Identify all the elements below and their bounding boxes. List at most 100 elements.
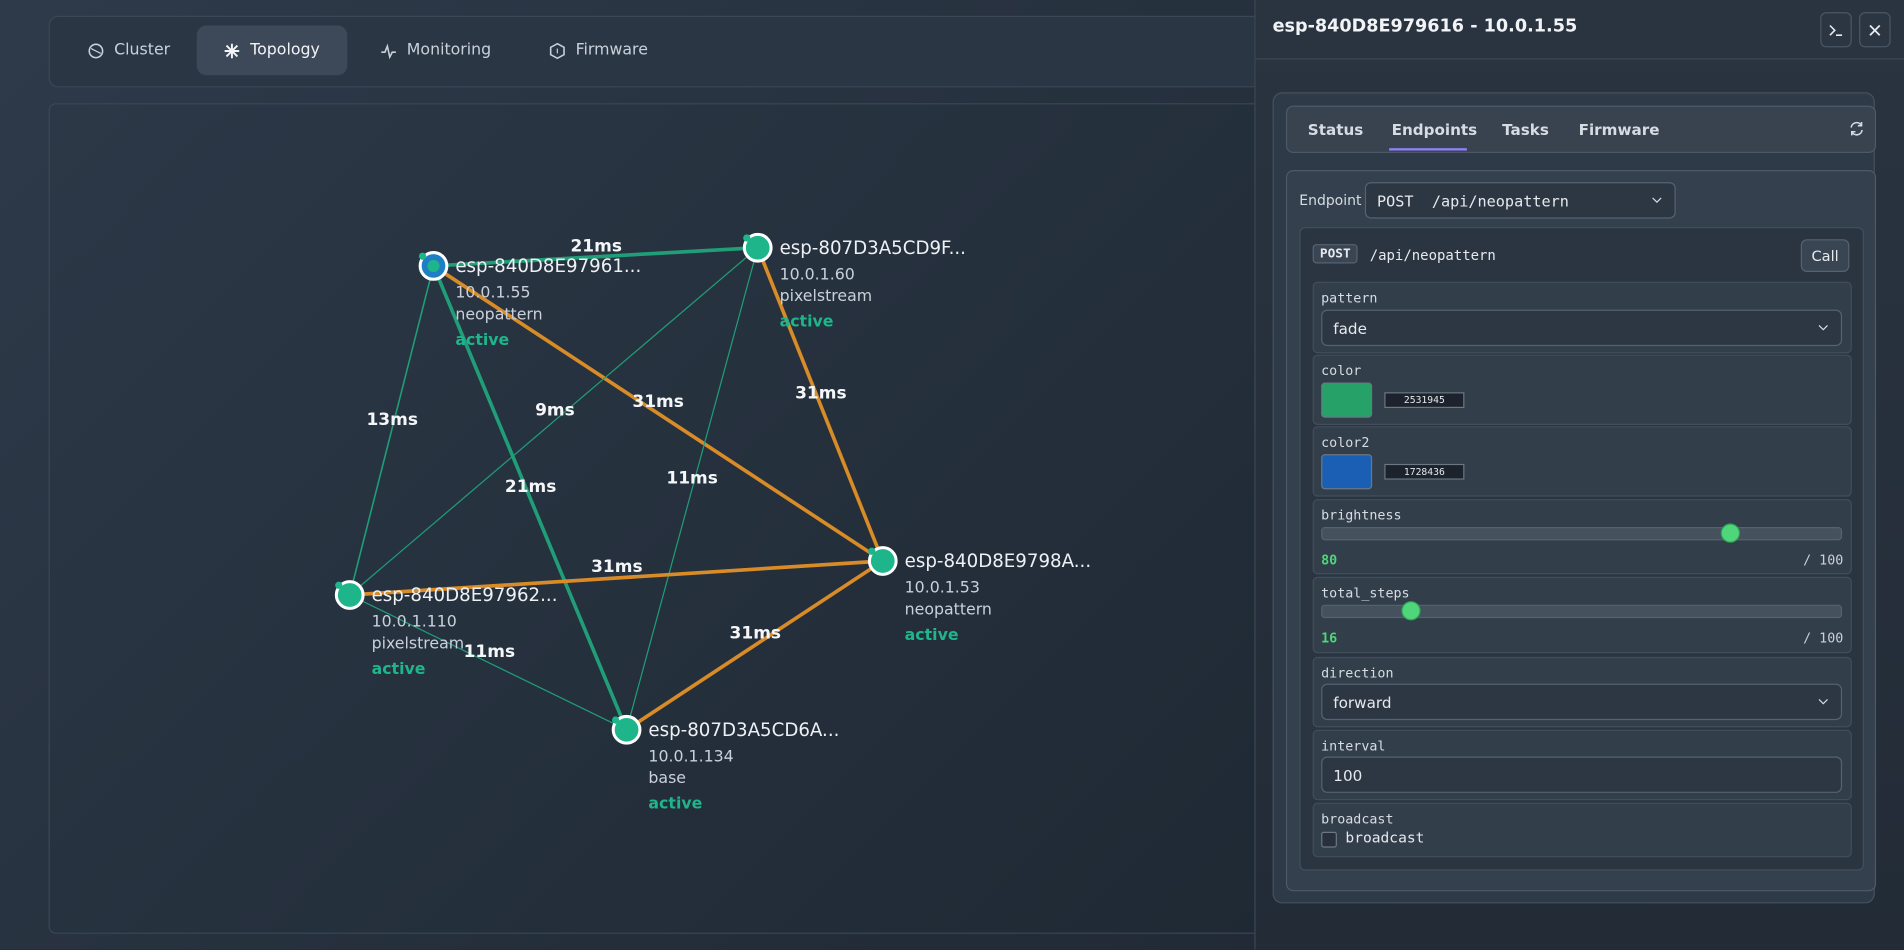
slider-thumb[interactable] [1720, 523, 1740, 543]
node-name: esp-840D8E97962... [372, 585, 558, 606]
tab[interactable]: Firmware [1578, 120, 1660, 139]
field-label: brightness [1321, 507, 1402, 524]
link-latency: 31ms [795, 383, 846, 403]
node-name: esp-840D8E97961... [455, 256, 641, 277]
nav-label: Monitoring [406, 41, 492, 60]
nav-label: Cluster [114, 41, 171, 60]
node-status: active [455, 330, 509, 349]
pattern-select[interactable]: fade [1321, 309, 1843, 347]
close-button[interactable] [1859, 12, 1891, 48]
color-input[interactable]: 2531945 [1384, 392, 1465, 408]
field-label: color [1321, 363, 1362, 379]
field-color2: color2 1728436 [1312, 426, 1852, 497]
checkbox-label: broadcast [1345, 829, 1425, 847]
link-latency: 31ms [632, 392, 684, 412]
link [625, 247, 759, 730]
node-ip: 10.0.1.53 [905, 578, 980, 597]
terminal-button[interactable] [1820, 12, 1852, 48]
node-ip: 10.0.1.110 [372, 612, 457, 631]
color-input[interactable]: 1728436 [1384, 463, 1465, 480]
field-pattern: pattern fade [1312, 281, 1852, 354]
input-value: 100 [1333, 765, 1363, 784]
slider-max: / 100 [1803, 630, 1844, 646]
nav-tab[interactable]: Firmware [522, 26, 675, 76]
node [867, 546, 898, 576]
endpoint-select[interactable]: POST /api/neopattern [1364, 182, 1676, 219]
node-dot [418, 252, 427, 260]
node [611, 714, 642, 745]
topology-card [48, 103, 1278, 934]
link-latency: 21ms [570, 236, 622, 256]
link-latency: 13ms [366, 410, 418, 430]
slider-thumb[interactable] [1400, 601, 1421, 621]
node-core [427, 259, 440, 272]
link [349, 559, 883, 597]
node-status: active [372, 659, 426, 678]
link-latency: 31ms [591, 557, 643, 577]
link [349, 247, 759, 596]
checkbox[interactable] [1321, 831, 1337, 848]
select-value: fade [1333, 318, 1367, 337]
endpoint-label: Endpoint [1299, 191, 1362, 209]
node-dot [335, 581, 343, 589]
node-status: active [905, 625, 959, 644]
link [431, 265, 629, 731]
select-value: POST /api/neopattern [1377, 191, 1569, 210]
field-direction: direction forward [1312, 656, 1852, 728]
slider-value: 16 [1321, 630, 1338, 646]
nav-tab[interactable]: Monitoring [353, 26, 518, 76]
panel-card: Status Endpoints Tasks Firmware Endpoint… [1272, 92, 1877, 904]
node-status: active [648, 794, 702, 813]
tab[interactable]: Endpoints [1391, 120, 1478, 139]
tab[interactable]: Status [1307, 120, 1364, 139]
icon [224, 43, 240, 58]
caret [1818, 698, 1828, 705]
color-swatch[interactable] [1321, 454, 1373, 490]
nav-tab[interactable]: Cluster [61, 26, 197, 76]
node-name: esp-807D3A5CD9F... [780, 238, 966, 259]
field-interval: interval 100 [1312, 729, 1852, 801]
field-label: pattern [1321, 290, 1378, 306]
caret [1652, 197, 1662, 204]
field-label: direction [1321, 665, 1394, 682]
node-role: neopattern [905, 599, 992, 618]
tab-bar: Status Endpoints Tasks Firmware [1285, 105, 1877, 153]
nav-label: Firmware [575, 41, 648, 60]
endpoint-section: Endpoint POST /api/neopattern POST /api/… [1285, 170, 1877, 892]
nav-tab[interactable]: Topology [196, 25, 348, 76]
node-dot [743, 234, 751, 242]
call-button[interactable]: Call [1800, 239, 1850, 272]
icon [1829, 24, 1843, 36]
caret [1818, 324, 1828, 331]
node-dot [868, 547, 876, 555]
field-label: total_steps [1321, 585, 1410, 602]
tab[interactable]: Tasks [1502, 120, 1549, 139]
node-ip: 10.0.1.55 [455, 283, 530, 302]
link-latency: 11ms [666, 468, 718, 488]
field-broadcast: broadcast broadcast [1312, 802, 1852, 858]
request-path: /api/neopattern [1369, 246, 1496, 264]
node-role: pixelstream [372, 633, 465, 652]
node-ip: 10.0.1.134 [648, 746, 733, 765]
tab-underline [1389, 148, 1467, 151]
direction-select[interactable]: forward [1321, 683, 1843, 721]
node-name: esp-807D3A5CD6A... [648, 720, 839, 741]
field-color: color 2531945 [1312, 354, 1852, 425]
color-swatch[interactable] [1321, 382, 1373, 418]
node-dot [612, 716, 620, 724]
node-role: pixelstream [780, 286, 873, 305]
interval-input[interactable]: 100 [1321, 756, 1843, 793]
icon [1869, 24, 1881, 36]
field-label: broadcast [1321, 811, 1394, 827]
field-label: color2 [1321, 434, 1370, 451]
link [348, 265, 435, 596]
link [625, 559, 884, 732]
node-status: active [780, 312, 834, 331]
refresh-button[interactable] [1848, 120, 1865, 137]
request-box: POST /api/neopattern Call pattern fade c… [1299, 227, 1864, 871]
link-latency: 9ms [535, 400, 575, 420]
slider-track [1321, 527, 1843, 541]
slider-track [1321, 604, 1843, 619]
link [432, 264, 884, 563]
